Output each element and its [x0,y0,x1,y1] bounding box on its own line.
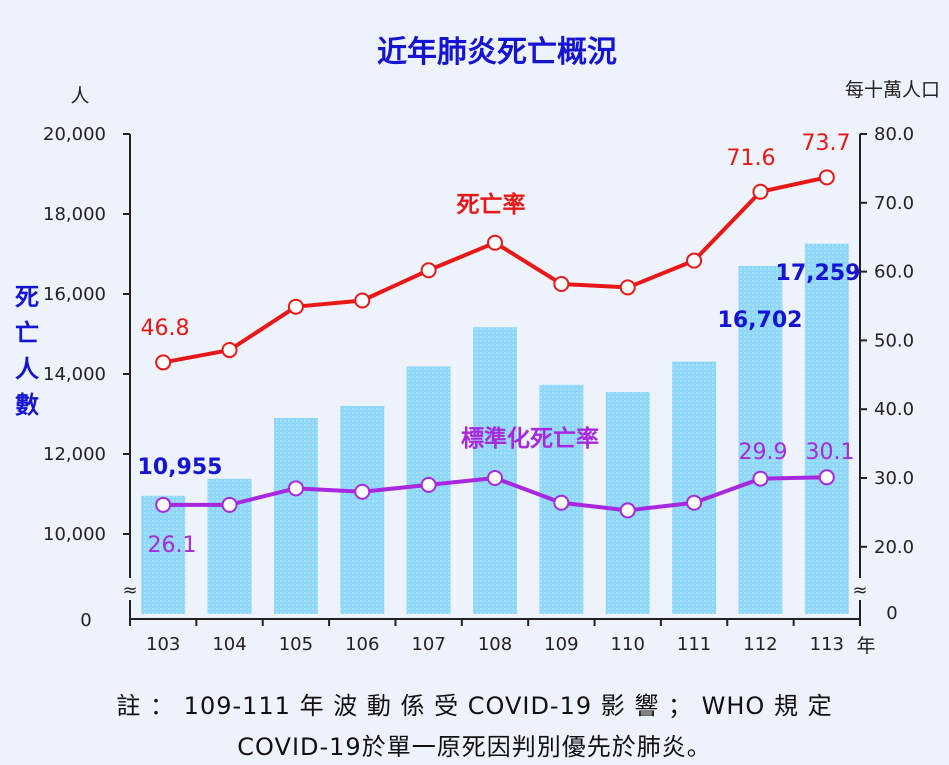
standardized-rate-point [752,470,769,487]
footnote-line-1: 註 ： 109-111 年 波 動 係 受 COVID-19 影 響 ； WHO… [116,692,833,720]
left-axis-break: ≈ [122,580,137,601]
right-tick-label: 30.0 [874,468,914,489]
standardized-rate-point [287,480,304,497]
death-rate-point [287,298,304,315]
standardized-rate-point [686,494,703,511]
right-tick-label: 60.0 [874,262,914,283]
x-tick-label: 105 [279,634,313,655]
lines [155,169,835,519]
standardized-rate-value-label: 26.1 [148,533,197,558]
x-tick-label: 107 [411,634,445,655]
right-tick-label: 70.0 [874,193,914,214]
death-rate-point [818,169,835,186]
death-rate-point [420,262,437,279]
death-rate-value-label: 71.6 [727,146,776,171]
x-tick-label: 106 [345,634,379,655]
death-rate-point [686,252,703,269]
right-tick-label: 80.0 [874,124,914,145]
right-tick-label: 20.0 [874,537,914,558]
pneumonia-death-chart: 近年肺炎死亡概況 20,000 18,000 16,000 14,000 12,000 1… [15,35,940,657]
bar-value-label: 10,955 [138,455,223,480]
x-tick-label: 104 [212,634,246,655]
death-rate-value-label: 73.7 [802,131,851,156]
standardized-rate-point [487,470,503,486]
death-count-bar [141,495,186,614]
death-rate-point [155,354,172,371]
left-zero-label: 0 [80,610,91,631]
death-rate-point [354,292,371,309]
death-rate-series-label: 死亡率 [457,191,526,218]
left-tick-label: 18,000 [43,204,106,225]
right-axis-break: ≈ [852,580,867,601]
left-axis-title-char: 亡 [15,319,39,347]
death-rate-value-label: 46.8 [141,316,190,341]
death-count-bar [273,418,318,614]
x-tick-label: 110 [611,634,645,655]
x-axis-unit: 年 [856,635,875,657]
right-zero-label: 0 [886,603,897,624]
bar-value-label: 16,702 [718,308,803,333]
death-rate-point [221,342,238,359]
standardized-rate-point [354,483,371,500]
standardized-rate-series-label: 標準化死亡率 [461,425,599,452]
right-tick-label: 40.0 [874,399,914,420]
left-tick-label: 14,000 [43,364,106,385]
left-axis-title-char: 死 [15,283,39,311]
axes: 20,00018,00016,00014,00012,00010,0000≈人死… [15,79,940,657]
standardized-rate-point [619,502,636,519]
standardized-rate-point [420,476,437,493]
death-rate-point [553,275,570,292]
standardized-rate-point [221,496,238,513]
standardized-rate-value-label: 30.1 [806,440,855,465]
x-tick-label: 111 [677,634,711,655]
death-count-bar [340,406,385,614]
x-tick-label: 113 [810,634,844,655]
x-tick-label: 109 [544,634,578,655]
chart-title: 近年肺炎死亡概況 [377,35,617,70]
death-count-bar [804,243,849,614]
left-axis-unit: 人 [70,85,89,107]
bar-value-label: 17,259 [776,261,861,286]
death-count-bar [672,361,717,614]
death-rate-point [752,183,769,200]
x-tick-label: 108 [478,634,512,655]
standardized-rate-point [553,494,570,511]
death-count-bar [738,265,783,614]
left-tick-label: 12,000 [43,444,106,465]
right-tick-label: 50.0 [874,330,914,351]
left-tick-label: 16,000 [43,284,106,305]
standardized-rate-point [818,469,835,486]
footnote-line-2: COVID-19於單一原死因判別優先於肺炎。 [237,733,712,761]
standardized-rate-value-label: 29.9 [739,440,788,465]
right-axis-unit: 每十萬人口 [845,79,940,101]
death-rate-point [487,234,503,251]
left-tick-label: 10,000 [43,524,106,545]
standardized-rate-point [155,496,172,513]
left-axis-title-char: 人 [15,355,39,383]
death-rate-point [619,279,636,296]
x-tick-label: 103 [146,634,180,655]
x-tick-label: 112 [743,634,777,655]
left-axis-title-char: 數 [15,391,39,419]
left-tick-label: 20,000 [43,124,106,145]
